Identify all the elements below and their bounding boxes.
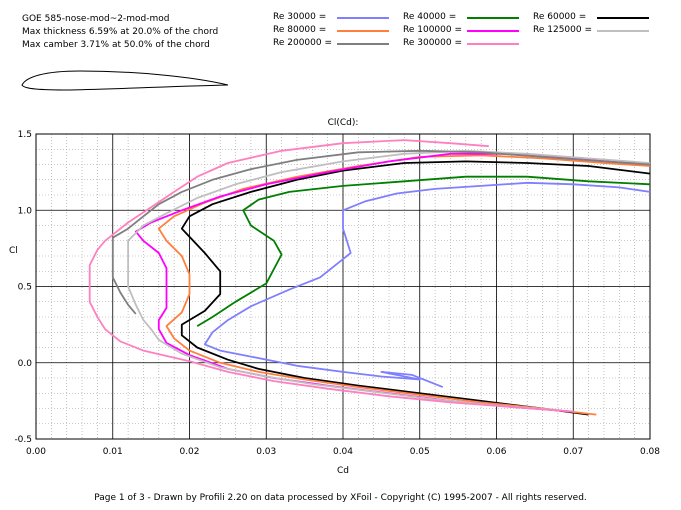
legend-swatch [467, 17, 519, 19]
legend-swatch [337, 30, 389, 32]
x-tick-label: 0.08 [640, 447, 660, 457]
legend-label: Re 300000 = [403, 38, 463, 48]
y-axis-label: Cl [9, 246, 18, 256]
legend-label: Re 40000 = [403, 12, 457, 22]
x-axis-label: Cd [337, 466, 349, 476]
x-tick-label: 0.06 [486, 447, 506, 457]
series-line-1 [196, 175, 651, 327]
airfoil-profile [21, 70, 229, 91]
y-tick-label: -0.5 [14, 435, 32, 445]
x-tick-label: 0.07 [563, 447, 583, 457]
x-tick-label: 0.01 [103, 447, 123, 457]
series-line-2 [180, 160, 651, 416]
legend-entry: Re 60000 = [533, 11, 655, 24]
airfoil-camber: Max camber 3.71% at 50.0% of the chord [22, 40, 210, 50]
legend-label: Re 30000 = [273, 12, 327, 22]
airfoil-thickness: Max thickness 6.59% at 20.0% of the chor… [22, 27, 219, 37]
legend-entry: Re 100000 = [403, 24, 525, 37]
series-line-0 [203, 181, 651, 388]
legend-entry: Re 30000 = [273, 11, 395, 24]
airfoil-name: GOE 585-nose-mod~2-mod-mod [22, 14, 170, 24]
legend-label: Re 125000 = [533, 25, 593, 35]
y-tick-label: 1.0 [18, 206, 33, 216]
legend-label: Re 80000 = [273, 25, 327, 35]
x-tick-label: 0.02 [179, 447, 199, 457]
legend-label: Re 200000 = [273, 38, 333, 48]
x-tick-label: 0.00 [26, 447, 46, 457]
x-tick-label: 0.04 [333, 447, 353, 457]
legend-label: Re 100000 = [403, 25, 463, 35]
legend-entry: Re 200000 = [273, 37, 395, 50]
airfoil-info: GOE 585-nose-mod~2-mod-mod Max thickness… [22, 13, 218, 52]
legend-label: Re 60000 = [533, 12, 587, 22]
series-line-6 [111, 149, 651, 315]
y-tick-label: 1.5 [18, 130, 32, 140]
legend-entry: Re 80000 = [273, 24, 395, 37]
y-tick-label: 0.5 [18, 283, 32, 293]
legend-swatch [467, 43, 519, 45]
legend-swatch [337, 43, 389, 45]
legend-entry: Re 125000 = [533, 24, 655, 37]
legend-entry: Re 300000 = [403, 37, 525, 50]
legend-swatch [597, 17, 649, 19]
legend-entry: Re 40000 = [403, 11, 525, 24]
plot-frame [35, 133, 651, 440]
y-tick-label: 0.0 [18, 359, 33, 369]
legend-swatch [467, 30, 519, 32]
chart-title: Cl(Cd): [328, 118, 359, 128]
x-tick-label: 0.05 [410, 447, 430, 457]
x-tick-label: 0.03 [256, 447, 276, 457]
series-line-7 [88, 139, 574, 413]
legend-swatch [597, 30, 649, 32]
legend-swatch [337, 17, 389, 19]
footer: Page 1 of 3 - Drawn by Profili 2.20 on d… [94, 493, 587, 503]
series-line-5 [127, 149, 651, 411]
